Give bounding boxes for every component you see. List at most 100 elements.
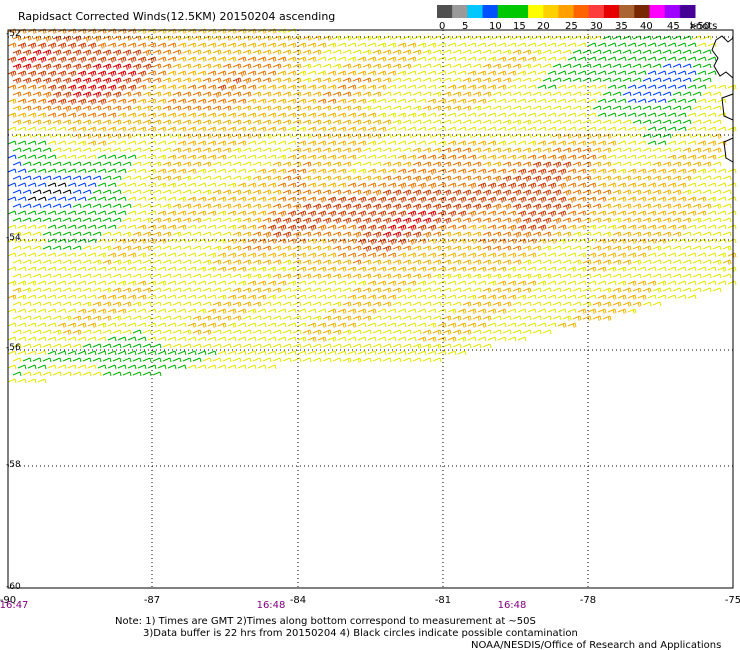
wind-barb: [352, 77, 362, 83]
wind-barb: [722, 203, 732, 209]
wind-barb: [532, 49, 542, 55]
wind-barb: [127, 168, 137, 174]
wind-barb: [97, 140, 107, 146]
wind-barb: [397, 98, 407, 104]
wind-barb: [457, 196, 467, 203]
wind-barb: [542, 147, 552, 153]
wind-barb: [517, 182, 527, 189]
wind-barb: [687, 252, 697, 258]
wind-barb: [312, 231, 322, 237]
wind-barb: [332, 217, 342, 224]
wind-barb: [297, 196, 307, 202]
wind-barb: [427, 154, 437, 160]
wind-barb: [157, 266, 167, 272]
wind-barb: [82, 231, 92, 237]
wind-barb: [82, 105, 92, 111]
wind-barb: [112, 105, 122, 111]
wind-barb: [597, 140, 607, 146]
wind-barb: [277, 280, 287, 286]
wind-barb: [462, 343, 472, 349]
wind-barb: [682, 49, 692, 55]
wind-barb: [312, 147, 322, 153]
wind-barb: [82, 77, 92, 84]
wind-barb: [197, 182, 207, 188]
wind-barb: [157, 42, 167, 48]
wind-barb: [522, 259, 532, 265]
wind-barb: [712, 231, 722, 237]
wind-barb: [527, 140, 537, 146]
wind-barb: [492, 77, 502, 83]
wind-barb: [567, 196, 577, 203]
wind-barb: [657, 70, 667, 76]
wind-barb: [97, 336, 107, 342]
wind-barb: [67, 364, 77, 370]
wind-barb: [287, 280, 297, 286]
wind-barb: [272, 273, 282, 279]
wind-barb: [112, 287, 122, 293]
wind-barb: [262, 63, 272, 69]
wind-barb: [707, 154, 717, 160]
wind-barb: [402, 245, 412, 251]
wind-barb: [307, 112, 317, 118]
wind-barb: [137, 182, 147, 188]
wind-barb: [557, 126, 567, 132]
wind-barb: [652, 231, 662, 237]
wind-barb: [677, 238, 687, 244]
wind-barb: [277, 196, 287, 202]
wind-barb: [282, 315, 292, 321]
wind-barb: [407, 238, 417, 245]
wind-barb: [252, 315, 262, 321]
wind-barb: [57, 98, 67, 105]
wind-barb: [322, 343, 332, 349]
wind-barb: [492, 203, 502, 210]
wind-barb: [382, 329, 392, 335]
wind-barb: [717, 238, 727, 244]
wind-barb: [42, 49, 52, 56]
wind-barb: [427, 70, 437, 76]
wind-barb: [512, 91, 522, 97]
wind-barb: [182, 119, 192, 125]
wind-barb: [552, 77, 562, 83]
wind-barb: [277, 224, 287, 231]
wind-barb: [537, 154, 547, 160]
wind-barb: [492, 287, 502, 293]
wind-barb: [472, 273, 482, 279]
wind-barb: [587, 168, 597, 174]
wind-barb: [127, 56, 137, 63]
wind-barb: [422, 217, 432, 224]
wind-barb: [282, 273, 292, 279]
wind-barb: [512, 175, 522, 182]
wind-barb: [52, 119, 62, 125]
wind-barb: [302, 273, 312, 279]
wind-barb: [172, 357, 182, 363]
wind-barb: [22, 119, 32, 125]
wind-barb: [627, 42, 637, 48]
wind-barb: [197, 84, 207, 90]
wind-barb: [297, 308, 307, 314]
wind-barb: [332, 49, 342, 55]
wind-barb: [87, 98, 97, 105]
wind-barb: [252, 357, 262, 363]
wind-barb: [607, 42, 617, 48]
wind-barb: [587, 112, 597, 118]
wind-barb: [92, 287, 102, 293]
wind-barb: [57, 238, 67, 244]
legend-swatch: [619, 5, 635, 18]
wind-barb: [297, 168, 307, 174]
wind-barb: [277, 98, 287, 104]
wind-barb: [117, 98, 127, 104]
wind-barb: [497, 294, 507, 300]
wind-barb: [262, 217, 272, 223]
wind-barb: [262, 329, 272, 335]
wind-barb: [367, 70, 377, 76]
wind-barb: [452, 189, 462, 196]
wind-barb: [507, 98, 517, 104]
wind-barb: [87, 70, 97, 77]
wind-barb: [642, 217, 652, 223]
wind-barb: [217, 350, 227, 356]
wind-barb: [662, 175, 672, 181]
wind-barb: [642, 189, 652, 195]
wind-barb: [387, 238, 397, 245]
wind-barb: [352, 259, 362, 265]
wind-barb: [657, 182, 667, 188]
